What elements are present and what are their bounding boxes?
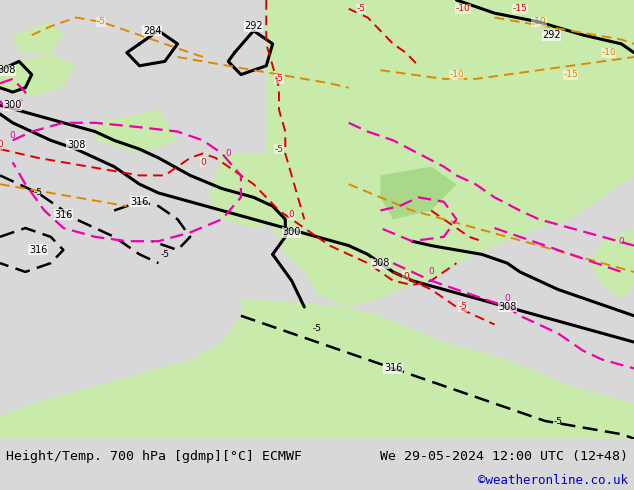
- Text: -10: -10: [455, 4, 470, 13]
- Text: 316: 316: [384, 364, 402, 373]
- Text: 292: 292: [542, 30, 561, 40]
- Text: -5: -5: [553, 416, 562, 425]
- Polygon shape: [95, 110, 178, 153]
- Text: -5: -5: [313, 324, 321, 333]
- Text: 300: 300: [4, 100, 22, 110]
- Text: Height/Temp. 700 hPa [gdmp][°C] ECMWF: Height/Temp. 700 hPa [gdmp][°C] ECMWF: [6, 450, 302, 463]
- Text: 300: 300: [283, 227, 301, 238]
- Polygon shape: [0, 52, 76, 97]
- Text: -5: -5: [97, 18, 106, 26]
- Text: 0: 0: [403, 272, 409, 281]
- Text: 308: 308: [67, 140, 85, 150]
- Text: 316: 316: [55, 210, 72, 220]
- Text: -10: -10: [601, 48, 616, 57]
- Text: 316: 316: [29, 245, 47, 255]
- Text: -5: -5: [160, 250, 169, 259]
- Text: 0: 0: [618, 237, 624, 245]
- Polygon shape: [266, 0, 634, 307]
- Text: 292: 292: [244, 21, 263, 31]
- Polygon shape: [0, 298, 634, 439]
- Text: -15: -15: [563, 70, 578, 79]
- Text: 308: 308: [0, 65, 15, 75]
- Text: 0: 0: [504, 294, 510, 303]
- Text: -15: -15: [512, 4, 527, 13]
- Polygon shape: [380, 167, 456, 220]
- Text: -5: -5: [275, 145, 283, 153]
- Text: 0: 0: [10, 131, 16, 141]
- Text: -5: -5: [357, 4, 366, 13]
- Text: 284: 284: [143, 25, 162, 36]
- Text: 0: 0: [428, 268, 434, 276]
- Polygon shape: [590, 228, 634, 298]
- Text: -5: -5: [275, 74, 283, 83]
- Text: 0: 0: [0, 140, 3, 149]
- Text: -10: -10: [449, 70, 464, 79]
- Text: 316: 316: [131, 196, 148, 207]
- Text: 308: 308: [372, 258, 389, 268]
- Text: 308: 308: [498, 302, 516, 312]
- Text: -10: -10: [531, 18, 547, 26]
- Text: 0: 0: [288, 210, 295, 220]
- Polygon shape: [13, 22, 63, 52]
- Text: ©weatheronline.co.uk: ©weatheronline.co.uk: [477, 474, 628, 487]
- Text: 0: 0: [200, 158, 206, 167]
- Text: 0: 0: [225, 149, 231, 158]
- Text: We 29-05-2024 12:00 UTC (12+48): We 29-05-2024 12:00 UTC (12+48): [380, 450, 628, 463]
- Text: -5: -5: [34, 189, 42, 197]
- Text: -5: -5: [458, 302, 467, 312]
- Polygon shape: [209, 153, 304, 228]
